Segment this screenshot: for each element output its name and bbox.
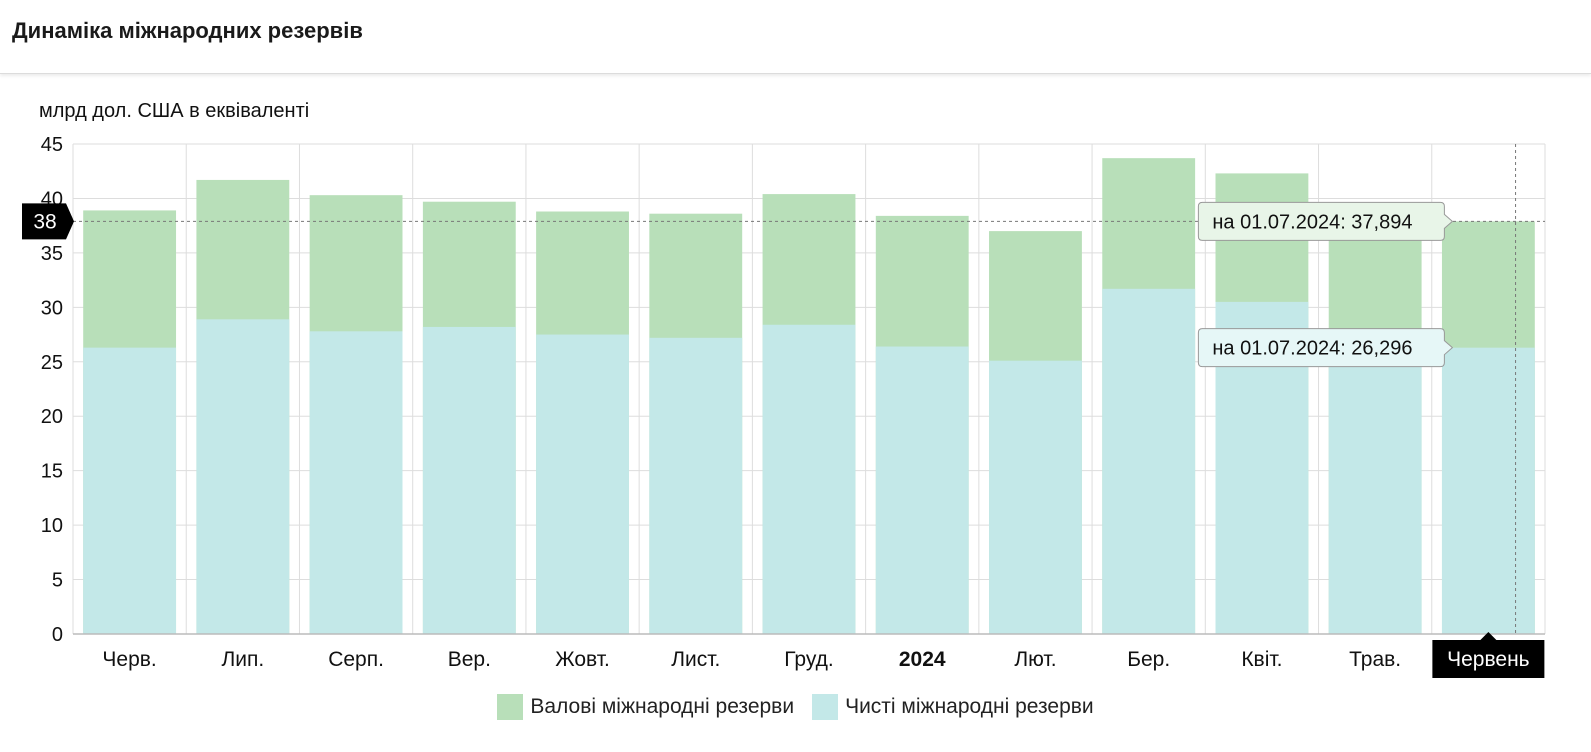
legend-label-gross: Валові міжнародні резерви xyxy=(530,695,795,718)
x-tick-label: Трав. xyxy=(1349,648,1401,671)
crosshair-y-label: 38 xyxy=(33,210,56,233)
tooltip-box-net xyxy=(1197,328,1454,368)
legend-label-net: Чисті міжнародні резерви xyxy=(845,695,1094,718)
y-tick-label: 0 xyxy=(52,624,63,646)
bar-net[interactable] xyxy=(1328,347,1422,634)
legend-swatch-gross xyxy=(497,694,524,720)
x-tick-label: Лют. xyxy=(1014,648,1056,671)
y-tick-label: 45 xyxy=(41,134,63,156)
x-tick-label: Груд. xyxy=(784,648,834,671)
bar-net[interactable] xyxy=(422,326,516,634)
y-tick-label: 10 xyxy=(41,515,63,537)
bar-net[interactable] xyxy=(1441,347,1535,634)
legend-item-net[interactable]: Чисті міжнародні резерви xyxy=(812,694,1094,720)
y-axis-unit-label: млрд дол. США в еквіваленті xyxy=(39,100,310,122)
bar-net[interactable] xyxy=(989,360,1082,634)
tooltip-text-net: на 01.07.2024: 26,296 xyxy=(1212,338,1412,360)
crosshair-x-label: Червень xyxy=(1447,648,1530,671)
chart-title: Динаміка міжнародних резервів xyxy=(12,18,363,43)
y-tick-label: 35 xyxy=(41,243,63,265)
x-tick-label: Серп. xyxy=(328,648,384,671)
x-tick-label: Вер. xyxy=(448,648,491,671)
bar-net[interactable] xyxy=(1102,288,1196,634)
x-tick-label: Жовт. xyxy=(555,648,610,671)
x-tick-label: 2024 xyxy=(899,648,946,671)
bar-net[interactable] xyxy=(649,337,743,634)
legend: Валові міжнародні резерви Чисті міжнарод… xyxy=(0,690,1591,724)
bar-net[interactable] xyxy=(536,334,629,634)
x-tick-label: Лист. xyxy=(671,648,720,671)
y-tick-label: 25 xyxy=(41,352,63,374)
tooltip-box-gross xyxy=(1197,201,1454,241)
crosshair-y-marker xyxy=(22,203,74,240)
y-tick-label: 5 xyxy=(52,570,63,592)
y-tick-label: 20 xyxy=(41,406,63,428)
bar-net[interactable] xyxy=(83,347,177,634)
y-tick-label: 30 xyxy=(41,297,63,319)
legend-swatch-net xyxy=(812,694,839,720)
crosshair-x-marker xyxy=(1432,632,1545,678)
x-tick-label: Черв. xyxy=(102,648,156,671)
y-tick-label: 15 xyxy=(41,461,63,483)
bar-net[interactable] xyxy=(875,346,969,634)
x-tick-label: Бер. xyxy=(1127,648,1170,671)
x-tick-label: Квіт. xyxy=(1241,648,1282,671)
legend-item-gross[interactable]: Валові міжнародні резерви xyxy=(497,694,794,720)
bar-net[interactable] xyxy=(762,324,856,634)
bar-net[interactable] xyxy=(309,331,403,634)
tooltip-text-gross: на 01.07.2024: 37,894 xyxy=(1212,211,1412,233)
x-tick-label: Лип. xyxy=(221,648,264,671)
bar-net[interactable] xyxy=(196,319,290,634)
chart-header: Динаміка міжнародних резервів xyxy=(0,0,1591,74)
